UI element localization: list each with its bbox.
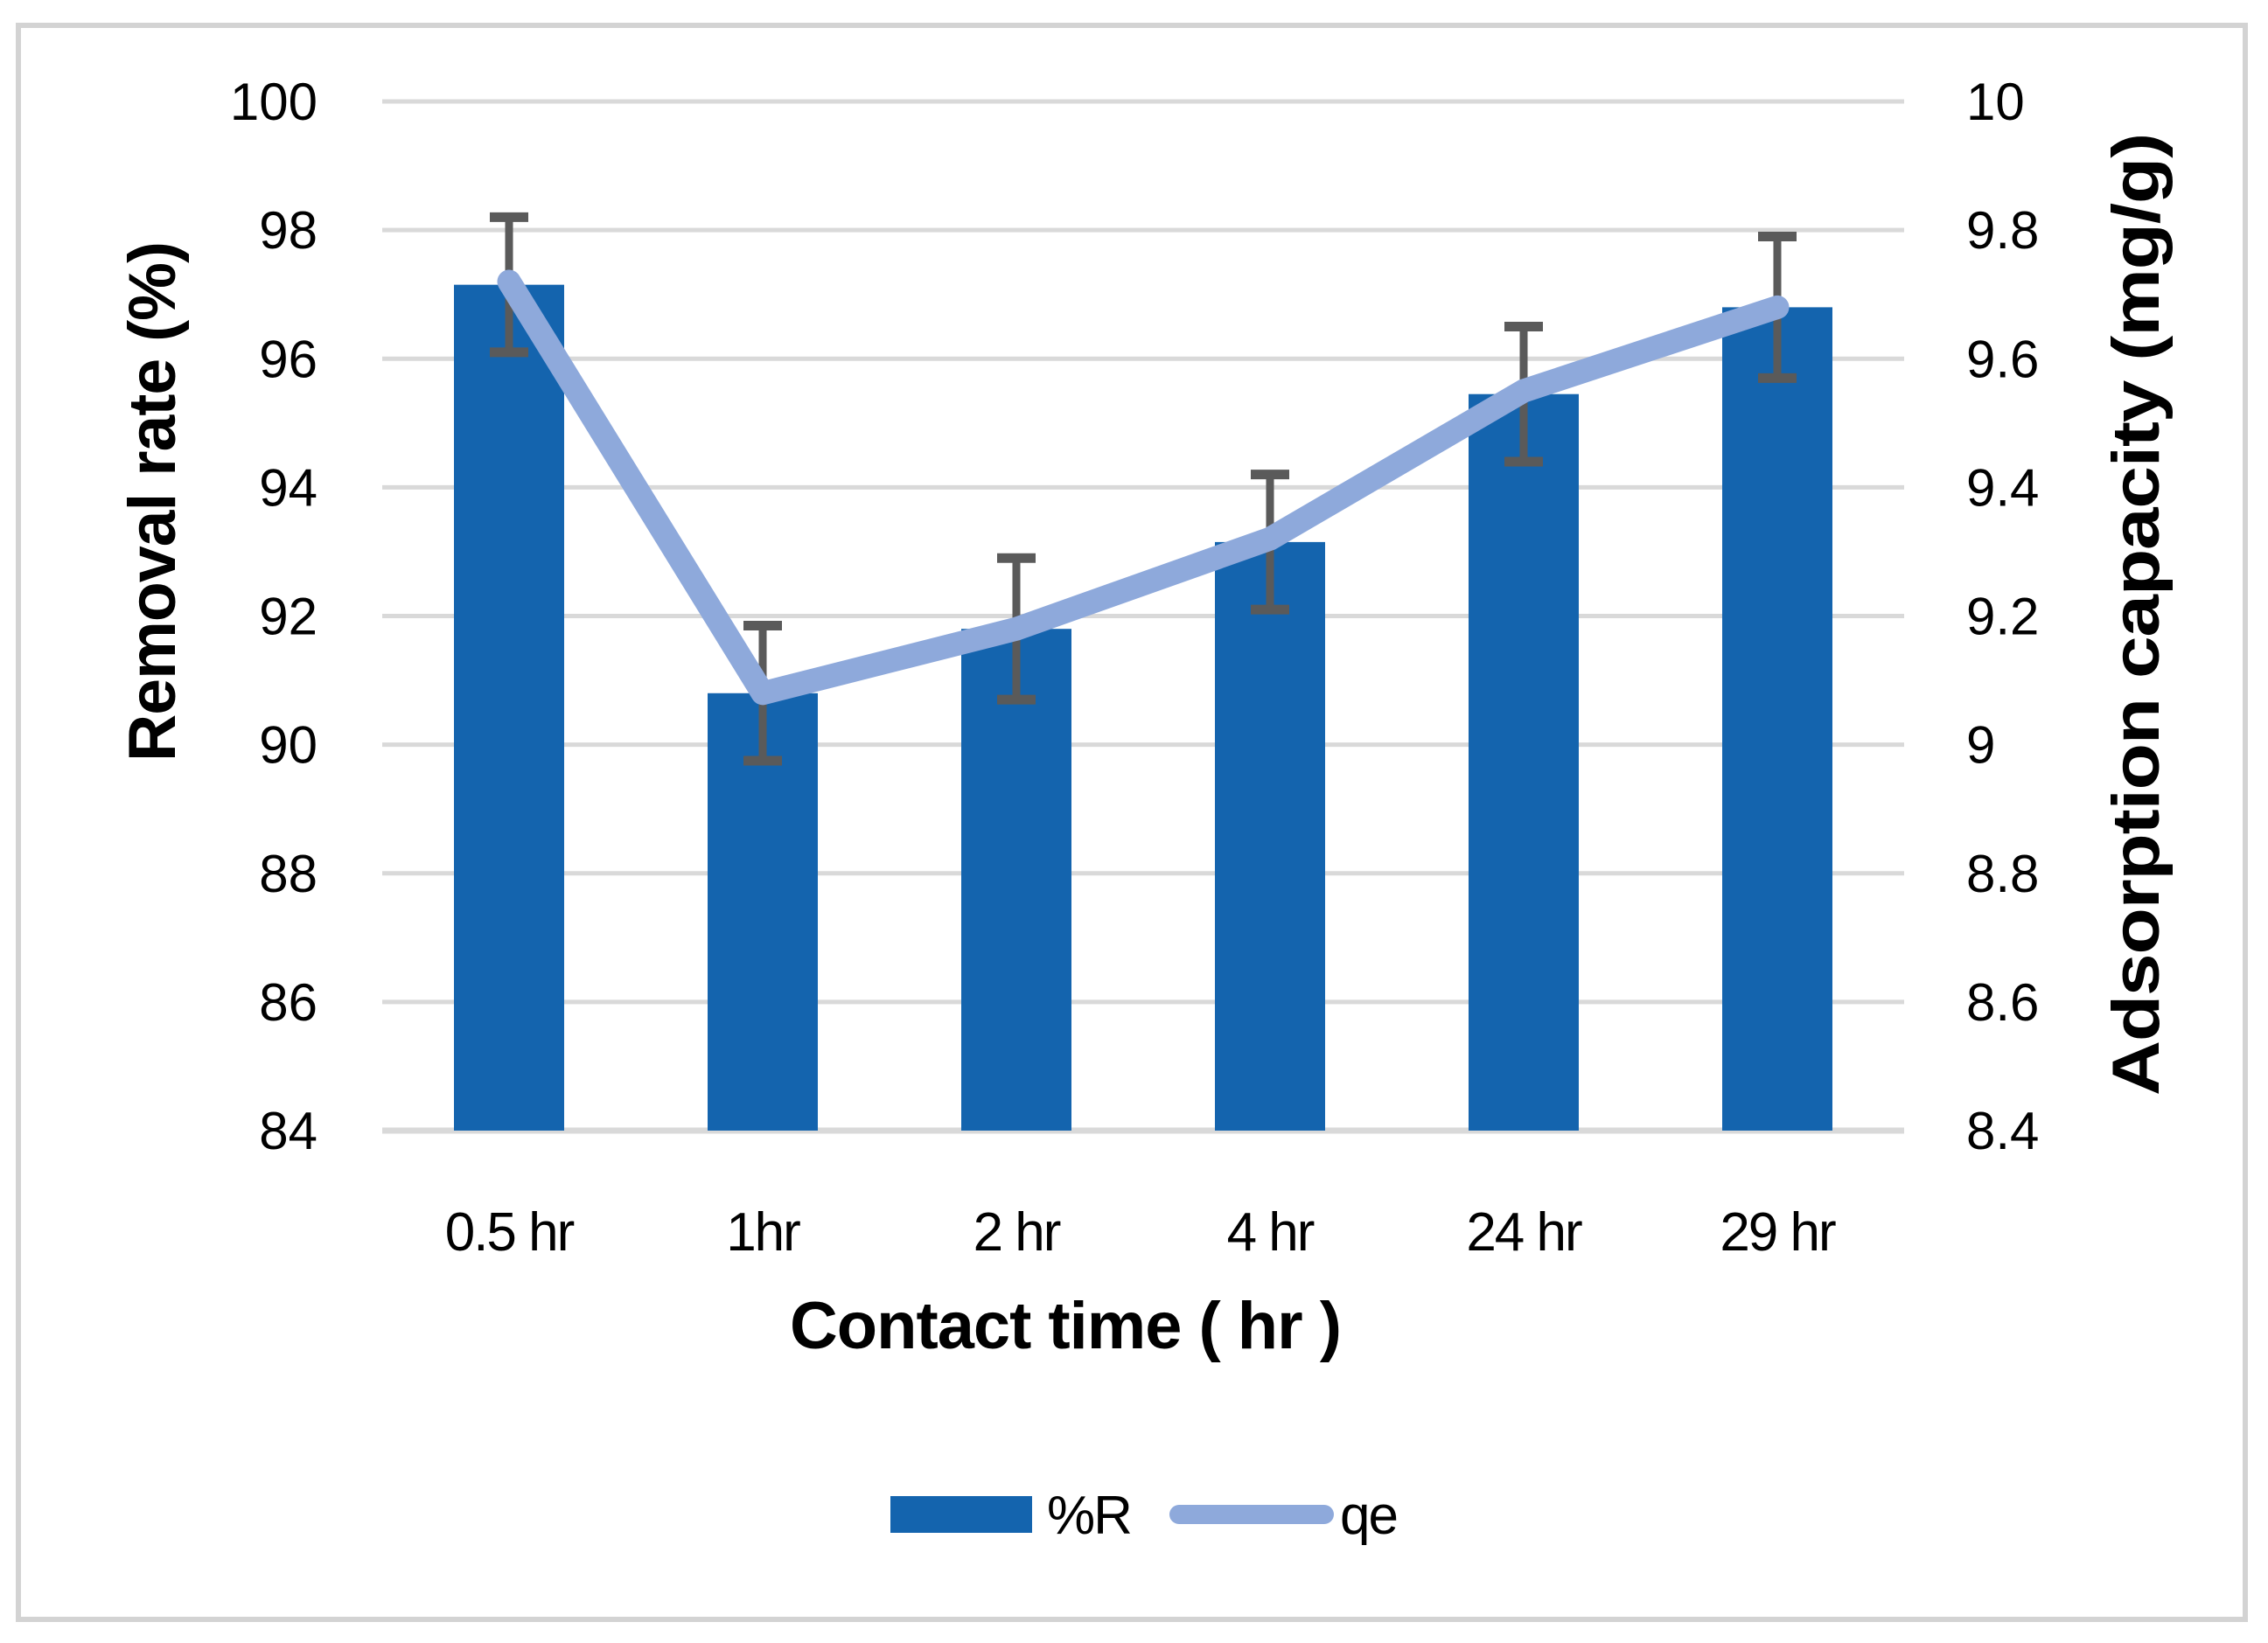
bar bbox=[1722, 307, 1832, 1131]
legend-label-qe: qe bbox=[1340, 1486, 1397, 1546]
y-axis-right-title: Adsorption capacity (mg/g) bbox=[2099, 134, 2174, 1096]
y-left-tick-label: 100 bbox=[230, 73, 318, 131]
y-left-tick-label: 94 bbox=[259, 458, 318, 517]
legend-swatch-bar bbox=[890, 1496, 1032, 1533]
y-left-tick-label: 90 bbox=[259, 716, 318, 775]
y-right-tick-label: 9.8 bbox=[1966, 201, 2039, 260]
chart-border bbox=[16, 23, 2248, 1622]
bar-series-percent-r bbox=[454, 284, 1832, 1131]
bar bbox=[454, 284, 564, 1131]
y-axis-left-title: Removal rate (%) bbox=[115, 242, 190, 762]
y-left-tick-label: 96 bbox=[259, 330, 318, 388]
y-right-tick-label: 9.2 bbox=[1966, 588, 2039, 646]
x-category-label: 4 hr bbox=[1227, 1202, 1315, 1263]
y-right-tick-label: 9.6 bbox=[1966, 330, 2039, 388]
x-category-label: 1hr bbox=[726, 1202, 800, 1263]
y-right-tick-label: 9 bbox=[1966, 716, 1995, 775]
legend-label-percent-r: %R bbox=[1047, 1486, 1131, 1546]
qe-line bbox=[497, 269, 1790, 706]
x-category-label: 2 hr bbox=[973, 1202, 1061, 1263]
y-axis-left-tick-labels: 100 98 96 94 92 90 88 86 84 bbox=[230, 73, 318, 1160]
y-left-tick-label: 98 bbox=[259, 201, 318, 260]
y-right-tick-label: 9.4 bbox=[1966, 458, 2039, 517]
bar bbox=[961, 629, 1071, 1131]
y-left-tick-label: 92 bbox=[259, 588, 318, 646]
y-right-tick-label: 8.6 bbox=[1966, 973, 2039, 1032]
line-series-qe bbox=[497, 269, 1790, 706]
x-category-label: 29 hr bbox=[1720, 1202, 1836, 1263]
bar bbox=[1215, 541, 1325, 1131]
legend: %R qe bbox=[890, 1486, 1399, 1546]
bar bbox=[1469, 393, 1579, 1131]
y-left-tick-label: 88 bbox=[259, 845, 318, 903]
y-left-tick-label: 84 bbox=[259, 1102, 318, 1160]
y-left-tick-label: 86 bbox=[259, 973, 318, 1032]
gridlines bbox=[382, 99, 1904, 1134]
x-axis-category-labels: 0.5 hr 1hr 2 hr 4 hr 24 hr 29 hr bbox=[445, 1202, 1838, 1263]
bar bbox=[708, 693, 818, 1131]
y-right-tick-label: 8.8 bbox=[1966, 845, 2039, 903]
y-right-tick-label: 8.4 bbox=[1966, 1102, 2039, 1160]
x-category-label: 0.5 hr bbox=[445, 1202, 575, 1263]
y-right-tick-label: 10 bbox=[1966, 73, 2025, 131]
x-axis-title: Contact time ( hr ) bbox=[790, 1289, 1341, 1363]
y-axis-right-tick-labels: 10 9.8 9.6 9.4 9.2 9 8.8 8.6 8.4 bbox=[1966, 73, 2039, 1160]
x-category-label: 24 hr bbox=[1466, 1202, 1582, 1263]
